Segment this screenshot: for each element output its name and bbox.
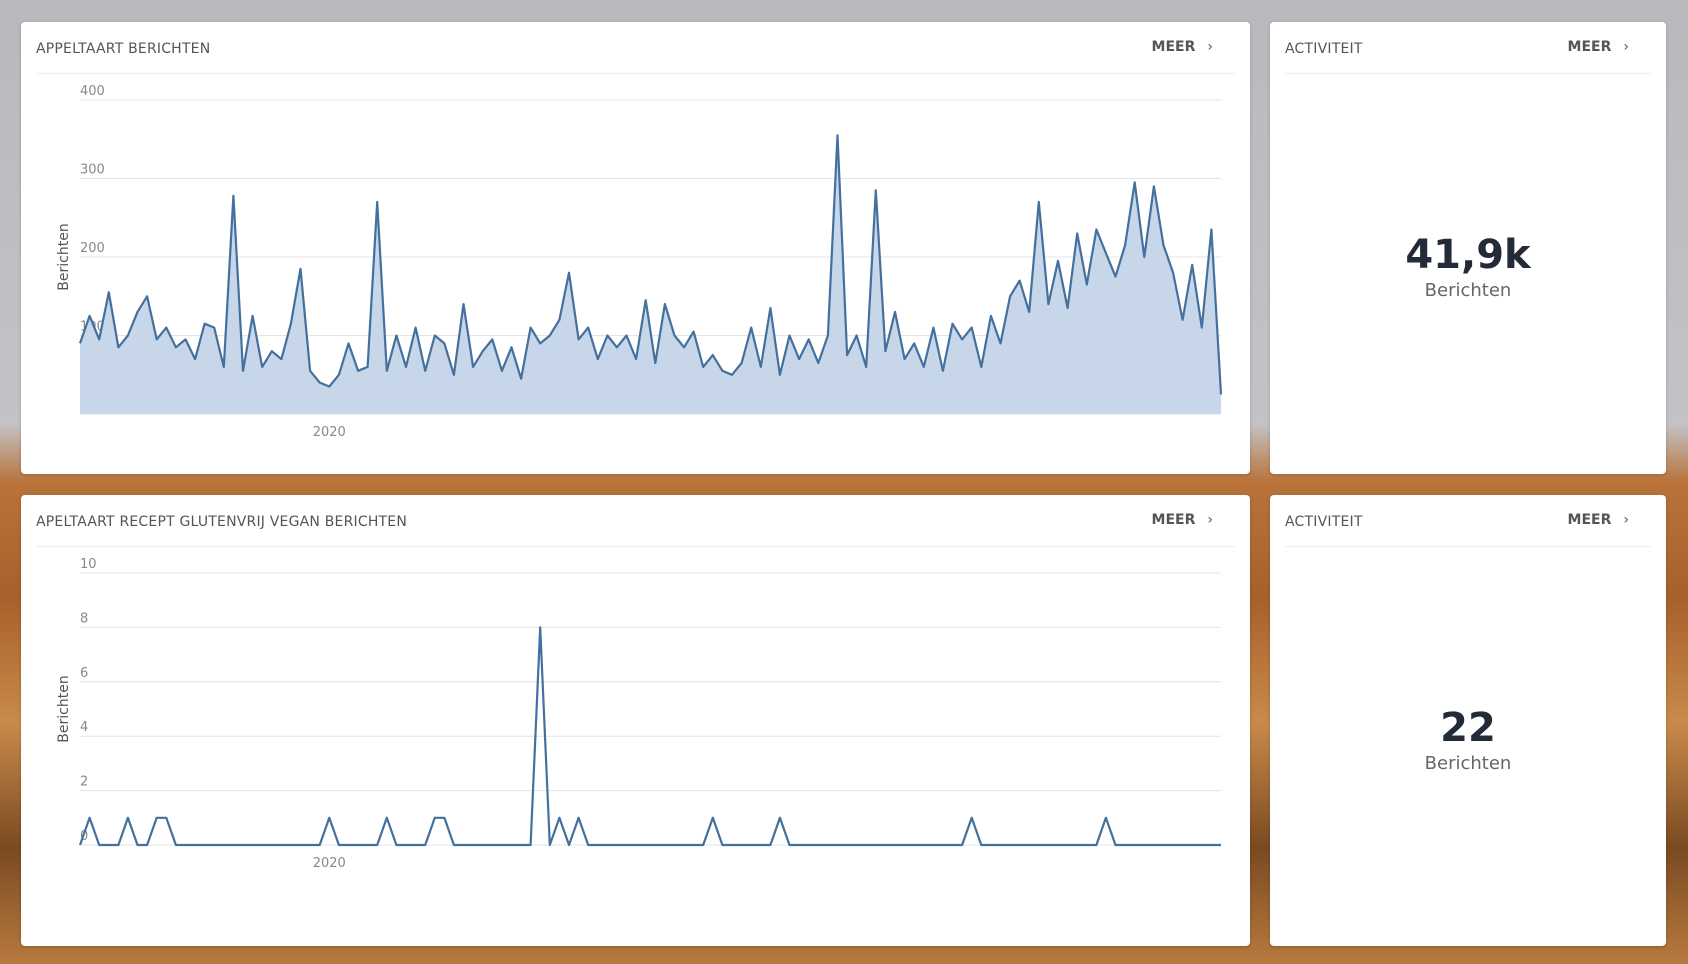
more-button[interactable]: MEER › [1568,39,1629,55]
stat-value: 22 [1440,705,1496,751]
more-label[interactable]: MEER [1567,39,1612,55]
more-button[interactable]: MEER › [1152,512,1213,528]
y-axis-label: Berichten [56,223,72,290]
line [78,134,1223,395]
stat-card: ACTIVITEIT MEER › 41,9k Berichten [1270,22,1666,474]
more-label[interactable]: MEER [1567,512,1612,528]
y-tick-label: 6 [80,666,88,681]
more-button[interactable]: MEER › [1568,512,1629,528]
chart-panel: APPELTAART BERICHTEN MEER› 0100200300400… [21,22,1250,474]
stat-label: Berichten [1424,280,1512,301]
y-tick-label: 4 [80,720,88,735]
y-tick-label: 2 [80,775,88,790]
y-tick-label: 200 [80,241,105,256]
card-title: ACTIVITEIT [1285,514,1363,530]
y-tick-label: 8 [80,611,88,626]
panel-title: APELTAART RECEPT GLUTENVRIJ VEGAN BERICH… [36,514,408,530]
panel-title: APPELTAART BERICHTEN [36,41,211,57]
chevron[interactable]: › [1207,39,1213,55]
stat-card: ACTIVITEIT MEER › 22 Berichten [1270,495,1666,946]
y-tick-label: 300 [80,163,105,178]
chart: 0100200300400Berichten2020 [56,84,1223,440]
chevron[interactable]: › [1207,512,1213,528]
card-title: ACTIVITEIT [1285,41,1363,57]
card-header: ACTIVITEIT MEER › [1285,22,1651,74]
line [78,626,1221,847]
panel-header: APELTAART RECEPT GLUTENVRIJ VEGAN BERICH… [36,495,1235,547]
more-label[interactable]: MEER [1151,512,1196,528]
y-tick-label: 400 [80,84,105,99]
chevron[interactable]: › [1623,512,1629,528]
card-header: ACTIVITEIT MEER › [1285,495,1651,547]
chart-panel: APELTAART RECEPT GLUTENVRIJ VEGAN BERICH… [21,495,1250,946]
y-axis-label: Berichten [56,675,72,742]
chevron[interactable]: › [1623,39,1629,55]
y-tick-label: 10 [80,557,97,572]
area [80,135,1221,415]
panel-header: APPELTAART BERICHTEN MEER › [36,22,1235,74]
x-tick-label: 2020 [313,856,346,871]
more-button[interactable]: MEER › [1152,39,1213,55]
stat-value: 41,9k [1405,232,1531,278]
stat-label: Berichten [1424,753,1512,774]
more-label[interactable]: MEER [1151,39,1196,55]
x-tick-label: 2020 [313,425,346,440]
